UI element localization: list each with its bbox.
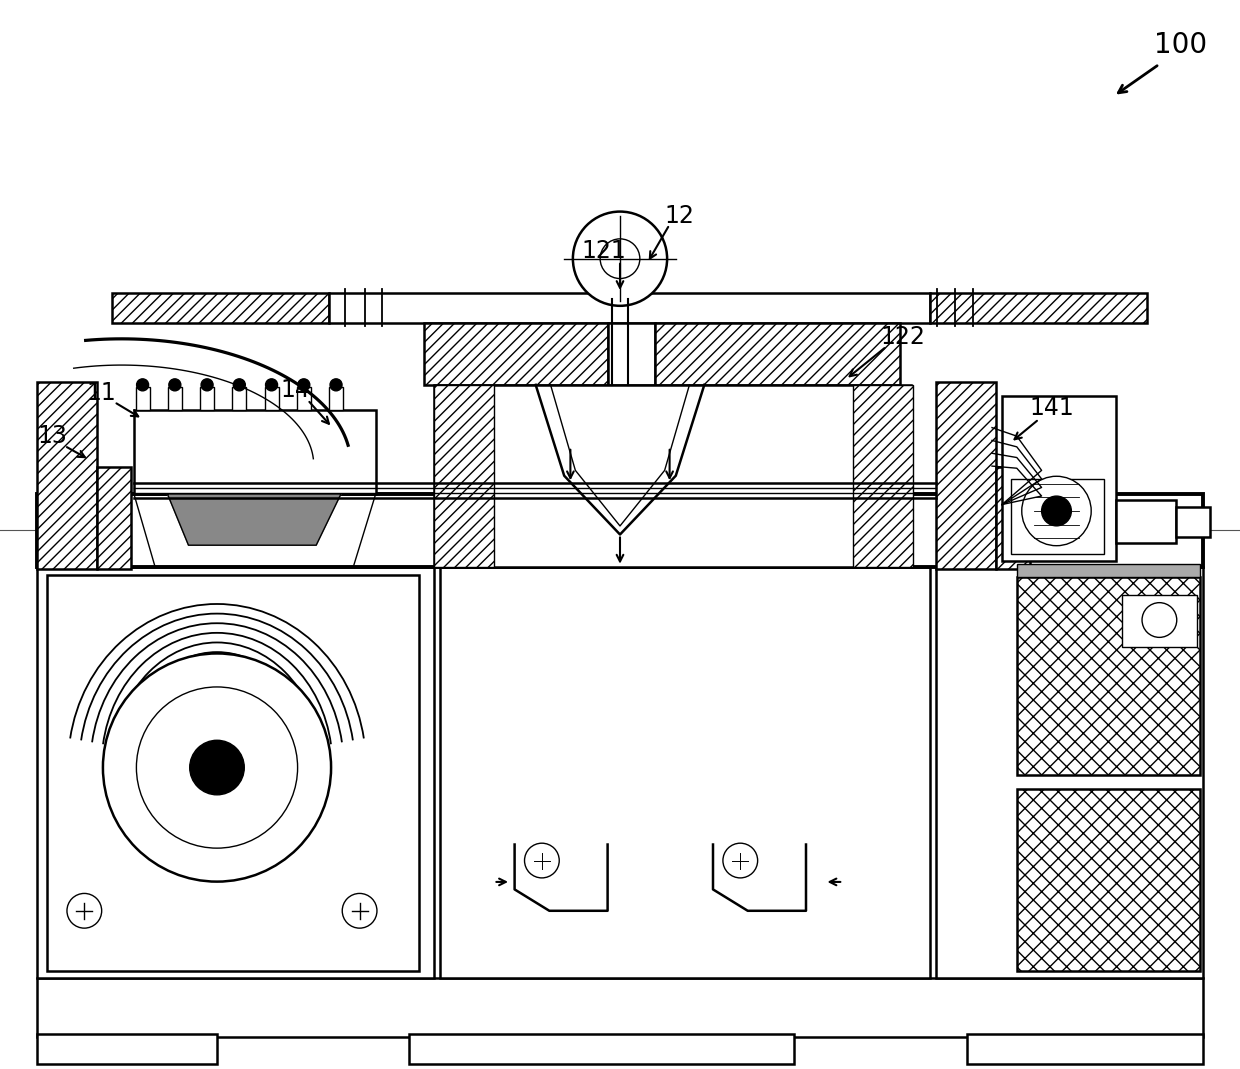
Bar [167,387,182,410]
Circle shape [169,378,181,391]
Circle shape [265,378,278,391]
Bar [232,387,247,410]
Bar [655,323,900,385]
Circle shape [298,378,310,391]
Bar [409,1034,794,1064]
Bar [967,1034,1203,1064]
Bar [329,293,930,323]
Circle shape [1142,603,1177,637]
Bar [47,575,419,971]
Circle shape [103,653,331,882]
Bar [329,387,343,410]
Bar [37,1034,217,1064]
Bar [1002,396,1116,561]
Text: 11: 11 [87,382,117,405]
Bar [434,385,911,567]
Bar [37,567,434,978]
Bar [135,387,150,410]
Circle shape [600,238,640,279]
Circle shape [573,212,667,306]
Text: 12: 12 [665,204,694,228]
Bar [1017,577,1200,775]
Circle shape [67,894,102,928]
Circle shape [233,378,246,391]
Bar [936,567,1203,978]
Bar [608,323,655,385]
Circle shape [723,843,758,878]
Circle shape [190,740,244,795]
Bar [996,467,1030,569]
Bar [1017,789,1200,971]
Text: 100: 100 [1154,31,1207,59]
Bar [440,567,930,978]
Bar [37,382,97,569]
Circle shape [136,378,149,391]
Bar [296,387,311,410]
Polygon shape [134,494,376,567]
Polygon shape [167,494,341,545]
Bar [1017,564,1200,577]
Bar [97,467,131,569]
Bar [1122,595,1197,647]
Bar [200,387,215,410]
Bar [264,387,279,410]
Bar [37,978,1203,1037]
Text: 13: 13 [37,424,67,448]
Text: 121: 121 [582,239,626,263]
Circle shape [342,894,377,928]
Circle shape [525,843,559,878]
Bar [134,410,376,494]
Bar [37,494,1203,567]
Circle shape [201,378,213,391]
Bar [424,323,608,385]
Circle shape [1042,496,1071,526]
Bar [936,382,996,569]
Bar [930,293,1147,323]
Bar [1011,479,1104,554]
Bar [434,385,494,567]
Bar [853,385,913,567]
Bar [112,293,329,323]
Bar [1176,507,1210,537]
Bar [1116,500,1176,543]
Circle shape [330,378,342,391]
Circle shape [1022,477,1091,545]
Text: 141: 141 [1029,397,1074,420]
Circle shape [136,687,298,848]
Text: 14: 14 [280,378,310,402]
Text: 122: 122 [880,325,925,348]
